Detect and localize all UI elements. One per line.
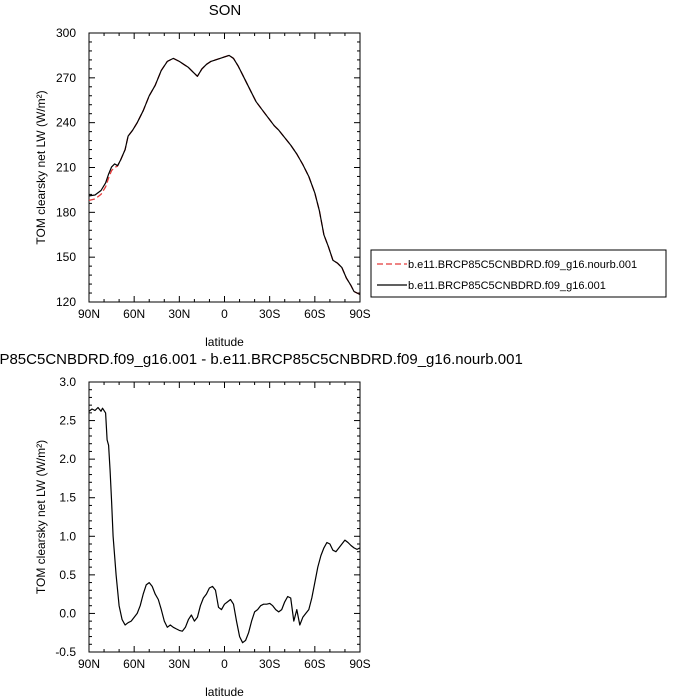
y-tick-label: 3.0 bbox=[59, 375, 76, 389]
plot-frame bbox=[88, 381, 361, 653]
legend-label: b.e11.BRCP85C5CNBDRD.f09_g16.nourb.001 bbox=[408, 259, 637, 271]
y-tick-label: 1.5 bbox=[59, 491, 76, 505]
y-tick-label: 120 bbox=[56, 295, 76, 309]
x-tick-label: 90S bbox=[349, 307, 370, 321]
y-tick-label: 210 bbox=[56, 161, 76, 175]
plot-frame bbox=[88, 32, 361, 303]
y-tick-label: 150 bbox=[56, 250, 76, 264]
bottom-chart-title: b.e11.BRCP85C5CNBDRD.f09_g16.001 - b.e11… bbox=[0, 351, 523, 368]
y-tick-label: 2.5 bbox=[59, 414, 76, 428]
y-tick-label: 0.5 bbox=[59, 568, 76, 582]
x-tick-label: 90N bbox=[78, 307, 100, 321]
x-tick-label: 30N bbox=[168, 657, 190, 671]
legend: b.e11.BRCP85C5CNBDRD.f09_g16.nourb.001 b.… bbox=[370, 249, 667, 298]
series-line bbox=[88, 54, 361, 296]
x-tick-label: 0 bbox=[221, 657, 228, 671]
legend-box bbox=[370, 249, 667, 298]
y-tick-label: 0.0 bbox=[59, 606, 76, 620]
top-chart: 90N 60N 30N 0 30S 60S 90S 120 150 180 210 240 270 300… bbox=[34, 26, 371, 349]
x-tick-label: 60S bbox=[304, 307, 325, 321]
y-tick-label: 240 bbox=[56, 116, 76, 130]
bottom-chart: 90N 60N 30N 0 30S 60S 90S -0.5 0.0 0.5 1.0 1.5 2.0 2.… bbox=[34, 375, 371, 699]
x-tick-label: 0 bbox=[221, 307, 228, 321]
y-axis-label: TOM clearsky net LW (W/m²) bbox=[34, 90, 48, 244]
y-tick-label: 300 bbox=[56, 26, 76, 40]
top-chart-title: SON bbox=[209, 2, 242, 19]
x-tick-label: 90N bbox=[78, 657, 100, 671]
y-tick-label: 2.0 bbox=[59, 452, 76, 466]
x-axis-label: latitude bbox=[205, 685, 244, 699]
y-tick-label: 180 bbox=[56, 205, 76, 219]
x-tick-label: 60N bbox=[123, 657, 145, 671]
y-tick-label: -0.5 bbox=[55, 645, 76, 659]
x-tick-label: 90S bbox=[349, 657, 370, 671]
x-tick-label: 60S bbox=[304, 657, 325, 671]
x-axis-label: latitude bbox=[205, 335, 244, 349]
x-tick-label: 60N bbox=[123, 307, 145, 321]
x-tick-label: 30S bbox=[259, 657, 280, 671]
y-axis-label: TOM clearsky net LW (W/m²) bbox=[34, 440, 48, 594]
series-line bbox=[88, 54, 361, 296]
x-tick-label: 30S bbox=[259, 307, 280, 321]
series-line bbox=[88, 406, 361, 644]
y-tick-label: 270 bbox=[56, 71, 76, 85]
legend-label: b.e11.BRCP85C5CNBDRD.f09_g16.001 bbox=[408, 280, 606, 292]
x-tick-label: 30N bbox=[168, 307, 190, 321]
y-tick-label: 1.0 bbox=[59, 529, 76, 543]
